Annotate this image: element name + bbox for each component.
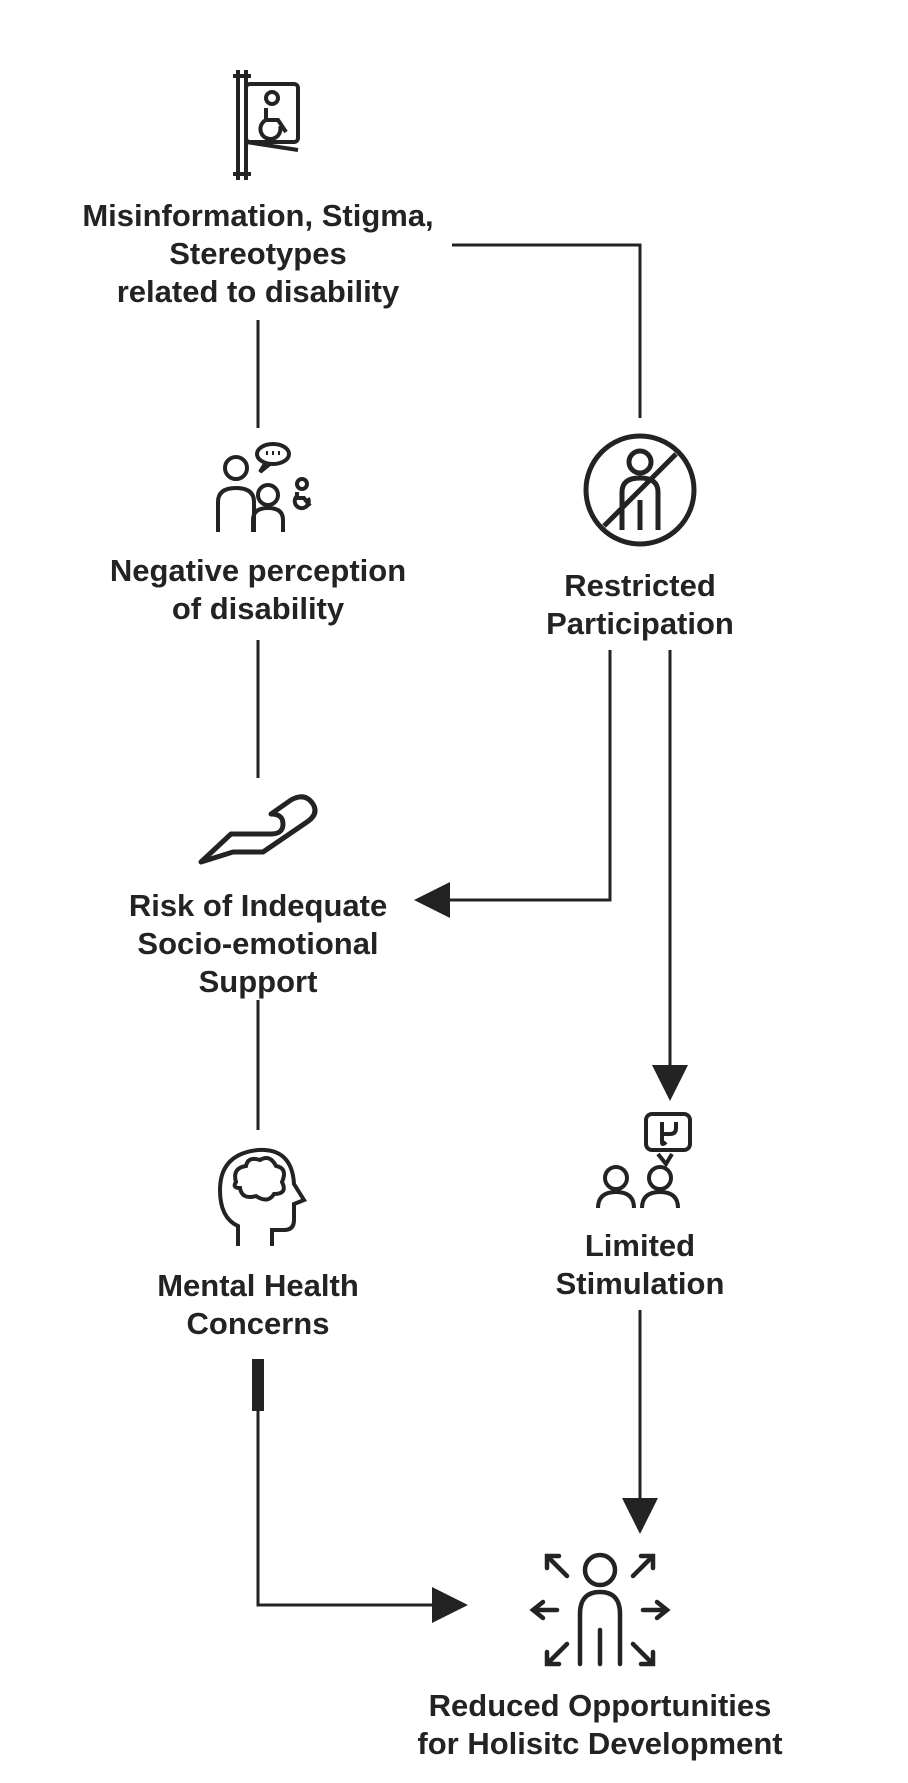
node-label: Misinformation, Stigma, Stereotypes rela… <box>82 197 433 310</box>
node-limited-stimulation: Limited Stimulation <box>440 1110 840 1303</box>
node-mental-health: Mental Health Concerns <box>58 1140 458 1343</box>
node-risk-support: Risk of Indequate Socio-emotional Suppor… <box>58 790 458 1000</box>
node-label: Limited Stimulation <box>556 1227 725 1303</box>
node-label: Risk of Indequate Socio-emotional Suppor… <box>129 887 387 1000</box>
node-negative-perception: Negative perception of disability <box>58 440 458 628</box>
people-thumbsdown-icon <box>580 1110 700 1215</box>
node-label: Mental Health Concerns <box>157 1267 359 1343</box>
node-label: Negative perception of disability <box>110 552 406 628</box>
hand-support-icon <box>193 790 323 875</box>
node-restricted-participation: Restricted Participation <box>440 430 840 643</box>
people-talk-icon <box>198 440 318 540</box>
accessibility-sign-icon <box>208 70 308 185</box>
node-reduced-opportunities: Reduced Opportunities for Holisitc Devel… <box>400 1540 800 1763</box>
person-arrows-icon <box>525 1540 675 1675</box>
node-label: Restricted Participation <box>546 567 734 643</box>
node-misinformation: Misinformation, Stigma, Stereotypes rela… <box>58 70 458 310</box>
brain-head-icon <box>208 1140 308 1255</box>
no-person-icon <box>580 430 700 555</box>
node-label: Reduced Opportunities for Holisitc Devel… <box>417 1687 782 1763</box>
